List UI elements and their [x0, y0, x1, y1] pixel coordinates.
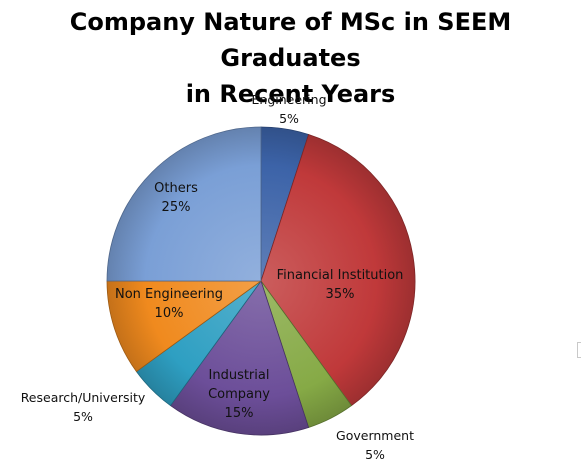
slice-label-non-engineering: Non Engineering — [115, 287, 223, 302]
chart-title-line-2: in Recent Years — [185, 80, 396, 108]
pie-labels: Engineering 5% Financial Institution 35% Gov… — [21, 92, 414, 462]
slice-label-government: Government — [336, 428, 414, 443]
edge-marker — [577, 342, 581, 358]
slice-label-industrial-company: Industrial — [209, 368, 270, 383]
slice-value-government: 5% — [365, 447, 385, 462]
pie-slice-financial-institution — [260, 134, 416, 407]
slice-value-engineering: 5% — [279, 111, 299, 126]
chart-title-line-1: Company Nature of MSc in SEEM Graduates — [69, 8, 512, 72]
slice-label-engineering: Engineering — [252, 92, 327, 107]
pie-slice-non-engineering — [106, 280, 263, 373]
slice-label-financial-institution: Financial Institution — [277, 268, 404, 283]
slice-label-industrial-company-line-2: Company — [208, 387, 270, 402]
pie-slice-others — [106, 126, 262, 282]
slice-label-research-university: Research/University — [21, 390, 146, 405]
slice-value-others: 25% — [162, 200, 191, 215]
pie-slices — [106, 126, 416, 436]
slice-label-others: Others — [154, 181, 198, 196]
slice-value-industrial-company: 15% — [225, 406, 254, 421]
slice-value-research-university: 5% — [73, 409, 93, 424]
pie-slice-industrial-company — [169, 280, 310, 436]
slice-value-financial-institution: 35% — [326, 287, 355, 302]
chart-title: Company Nature of MSc in SEEM Graduates … — [0, 4, 581, 112]
slice-value-non-engineering: 10% — [155, 306, 184, 321]
